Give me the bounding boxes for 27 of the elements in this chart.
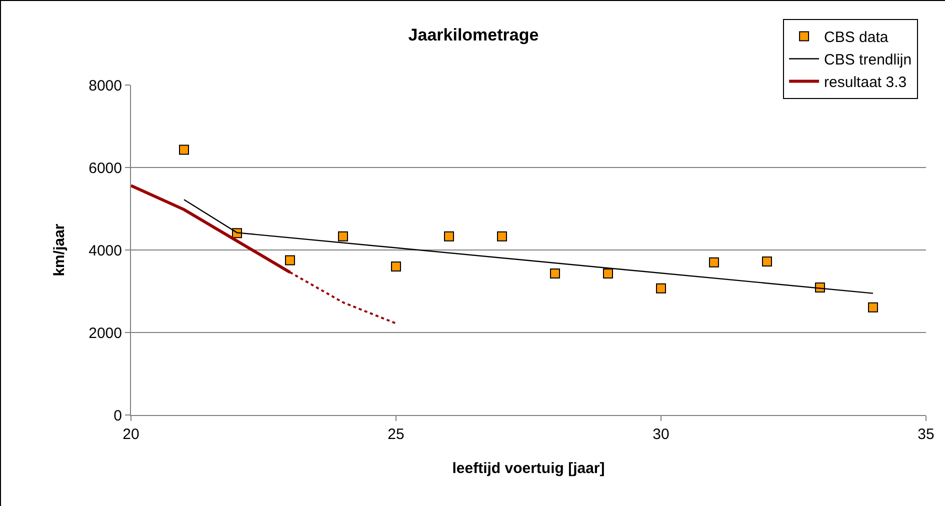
x-tick-label: 20 bbox=[122, 426, 140, 443]
point bbox=[603, 268, 613, 279]
y-tick-label: 0 bbox=[114, 407, 122, 424]
x-tick-label: 30 bbox=[652, 426, 670, 443]
point bbox=[285, 255, 295, 266]
point bbox=[179, 144, 189, 155]
point bbox=[338, 231, 348, 242]
x-tick-label: 35 bbox=[918, 426, 934, 443]
y-tick-label: 8000 bbox=[88, 77, 122, 94]
legend-label: resultaat 3.3 bbox=[824, 74, 907, 92]
x-tick-label: 25 bbox=[388, 426, 404, 443]
legend-label: CBS trendlijn bbox=[824, 52, 912, 69]
y-tick-label: 6000 bbox=[88, 160, 122, 177]
y-axis-title: km/jaar bbox=[50, 224, 68, 276]
point bbox=[709, 257, 719, 268]
legend-label: CBS data bbox=[824, 29, 889, 46]
chart-title: Jaarkilometrage bbox=[408, 26, 539, 45]
x-axis-title: leeftijd voertuig [jaar] bbox=[452, 460, 605, 477]
point bbox=[444, 231, 454, 242]
point bbox=[868, 302, 878, 312]
point bbox=[656, 283, 666, 294]
point bbox=[391, 262, 401, 272]
point bbox=[497, 231, 507, 242]
point bbox=[762, 256, 772, 267]
y-tick-label: 4000 bbox=[88, 242, 122, 260]
point bbox=[550, 268, 560, 279]
y-tick-label: 2000 bbox=[88, 324, 122, 342]
